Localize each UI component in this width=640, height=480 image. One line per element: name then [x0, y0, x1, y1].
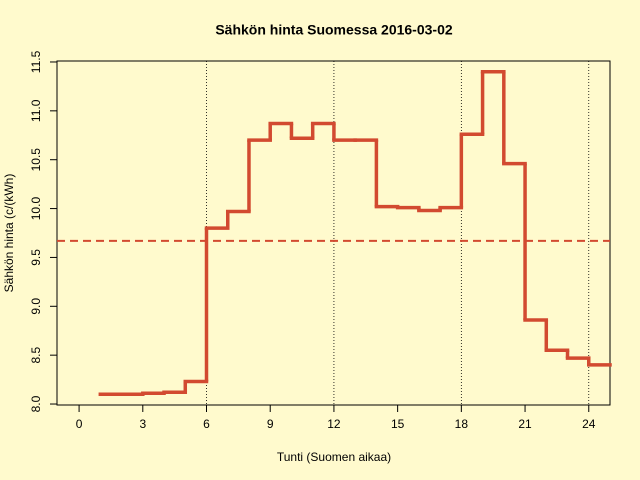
- y-tick-label: 8.5: [29, 346, 43, 363]
- x-tick-label: 24: [582, 417, 596, 431]
- y-tick-label: 11.5: [29, 50, 43, 73]
- y-tick-label: 9.5: [29, 249, 43, 266]
- y-tick-label: 10.5: [29, 148, 43, 172]
- x-tick-label: 3: [139, 417, 146, 431]
- x-tick-label: 21: [518, 417, 532, 431]
- y-tick-label: 9.0: [29, 298, 43, 315]
- x-tick-label: 6: [203, 417, 210, 431]
- chart-title: Sähkön hinta Suomessa 2016-03-02: [215, 22, 453, 38]
- y-axis-label: Sähkön hinta (c/(kWh): [2, 174, 16, 293]
- x-tick-label: 15: [391, 417, 405, 431]
- y-tick-label: 8.0: [29, 395, 43, 412]
- x-tick-label: 12: [327, 417, 341, 431]
- y-tick-label: 10.0: [29, 197, 43, 221]
- x-tick-label: 9: [267, 417, 274, 431]
- x-tick-label: 0: [76, 417, 83, 431]
- plot-frame: [56, 60, 611, 406]
- x-tick-label: 18: [455, 417, 469, 431]
- y-tick-label: 11.0: [29, 99, 43, 122]
- x-axis-label: Tunti (Suomen aikaa): [277, 450, 391, 464]
